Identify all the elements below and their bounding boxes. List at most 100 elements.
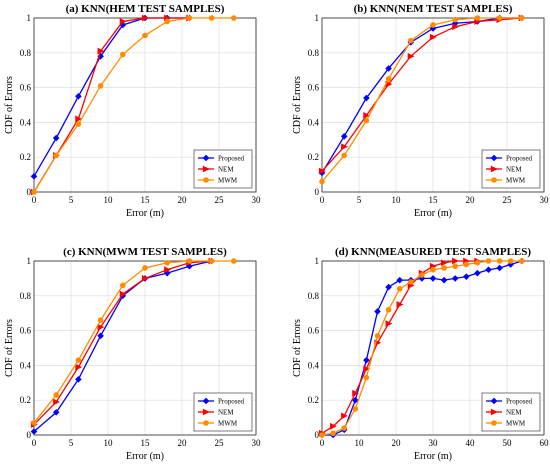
x-tick-label: 10 <box>104 438 114 448</box>
data-point-mwm <box>474 259 481 266</box>
data-point-mwm <box>186 258 193 264</box>
data-point-mwm <box>31 420 37 426</box>
y-tick-label: 0 <box>315 430 320 440</box>
data-point-mwm <box>120 51 126 58</box>
data-point-proposed <box>429 275 437 282</box>
x-tick-label: 10 <box>355 438 365 448</box>
data-point-mwm <box>31 189 37 195</box>
x-tick-label: 15 <box>141 438 151 448</box>
data-point-nem <box>318 167 326 175</box>
legend-marker <box>490 154 498 162</box>
data-point-proposed <box>52 409 60 416</box>
x-tick-label: 30 <box>429 438 439 448</box>
y-tick-label: 0 <box>27 187 32 197</box>
x-tick-label: 20 <box>466 195 476 205</box>
data-point-nem <box>330 422 337 430</box>
series-line-mwm <box>33 260 234 424</box>
legend-label: MWM <box>506 177 526 185</box>
data-point-mwm <box>231 15 237 21</box>
data-point-proposed <box>75 92 82 100</box>
data-point-mwm <box>363 374 370 381</box>
y-tick-label: 1 <box>315 256 320 266</box>
legend-label: Proposed <box>506 398 533 406</box>
data-point-mwm <box>164 18 170 25</box>
data-point-mwm <box>452 16 459 23</box>
data-point-nem <box>441 259 448 267</box>
axes-frame <box>33 260 257 436</box>
data-point-nem <box>75 363 83 371</box>
data-point-mwm <box>120 282 126 289</box>
y-tick-label: 0 <box>315 187 320 197</box>
data-point-proposed <box>385 283 392 291</box>
data-point-mwm <box>97 83 104 89</box>
legend: Proposed NEM MWM <box>193 392 253 432</box>
data-point-proposed <box>340 133 348 140</box>
x-tick-label: 0 <box>32 438 37 448</box>
data-point-mwm <box>430 22 436 28</box>
data-point-mwm <box>208 15 215 21</box>
legend-marker <box>202 408 210 416</box>
data-point-nem <box>119 18 127 25</box>
y-tick-label: 0.6 <box>20 326 32 336</box>
legend-label: MWM <box>218 177 238 185</box>
chart-panel-1: 0 5 10 15 20 25 30 0 0.2 0.4 0.6 0.8 1 (b) KNN(NEM TE… <box>292 3 549 219</box>
data-point-mwm <box>231 258 237 264</box>
x-tick-label: 20 <box>178 195 188 205</box>
axes-frame <box>321 260 545 436</box>
data-point-nem <box>141 274 149 282</box>
y-axis-label: CDF of Errors <box>4 319 15 377</box>
series-mwm <box>31 258 237 426</box>
x-tick-label: 20 <box>392 438 402 448</box>
x-tick-label: 40 <box>466 438 476 448</box>
data-point-mwm <box>164 259 170 266</box>
y-tick-label: 0.2 <box>308 152 319 162</box>
legend-marker <box>203 420 209 426</box>
data-point-proposed <box>374 308 381 315</box>
y-tick-label: 0.8 <box>308 291 320 301</box>
x-tick-label: 50 <box>503 438 513 448</box>
y-axis-label: CDF of Errors <box>292 76 303 134</box>
data-point-mwm <box>319 432 325 438</box>
data-point-mwm <box>75 357 82 363</box>
data-point-proposed <box>75 376 82 383</box>
data-point-nem <box>452 257 459 265</box>
series-mwm <box>319 15 525 185</box>
series-nem <box>318 257 482 437</box>
data-point-proposed <box>451 275 459 282</box>
data-point-nem <box>396 301 404 308</box>
x-tick-label: 5 <box>357 195 362 205</box>
legend-marker <box>202 397 210 405</box>
data-point-nem <box>97 323 105 331</box>
data-point-mwm <box>496 258 503 264</box>
data-point-proposed <box>385 65 392 72</box>
y-tick-label: 0.4 <box>308 117 320 127</box>
legend-marker <box>491 177 497 183</box>
x-tick-label: 5 <box>69 438 74 448</box>
data-point-mwm <box>352 406 359 412</box>
data-point-proposed <box>396 276 404 284</box>
data-point-mwm <box>452 263 459 270</box>
x-tick-label: 25 <box>215 438 225 448</box>
data-point-mwm <box>97 317 104 323</box>
x-axis-label: Error (m) <box>126 208 164 219</box>
y-tick-label: 1 <box>27 256 32 266</box>
legend-marker <box>490 397 498 405</box>
data-point-nem <box>341 412 348 420</box>
data-point-mwm <box>474 15 481 21</box>
legend-label: NEM <box>506 409 522 417</box>
x-axis-label: Error (m) <box>126 451 164 462</box>
chart-title: (d) KNN(MEASURED TEST SAMPLES) <box>335 246 531 258</box>
x-tick-label: 5 <box>69 195 74 205</box>
data-point-mwm <box>408 37 414 44</box>
data-point-mwm <box>519 258 525 264</box>
data-point-nem <box>363 112 371 119</box>
data-point-nem <box>385 320 393 328</box>
series-line-proposed <box>321 17 522 174</box>
x-tick-label: 10 <box>104 195 114 205</box>
data-point-nem <box>119 290 127 298</box>
x-tick-label: 25 <box>503 195 513 205</box>
data-point-nem <box>429 33 437 41</box>
data-point-proposed <box>507 261 515 268</box>
data-point-proposed <box>474 269 481 277</box>
